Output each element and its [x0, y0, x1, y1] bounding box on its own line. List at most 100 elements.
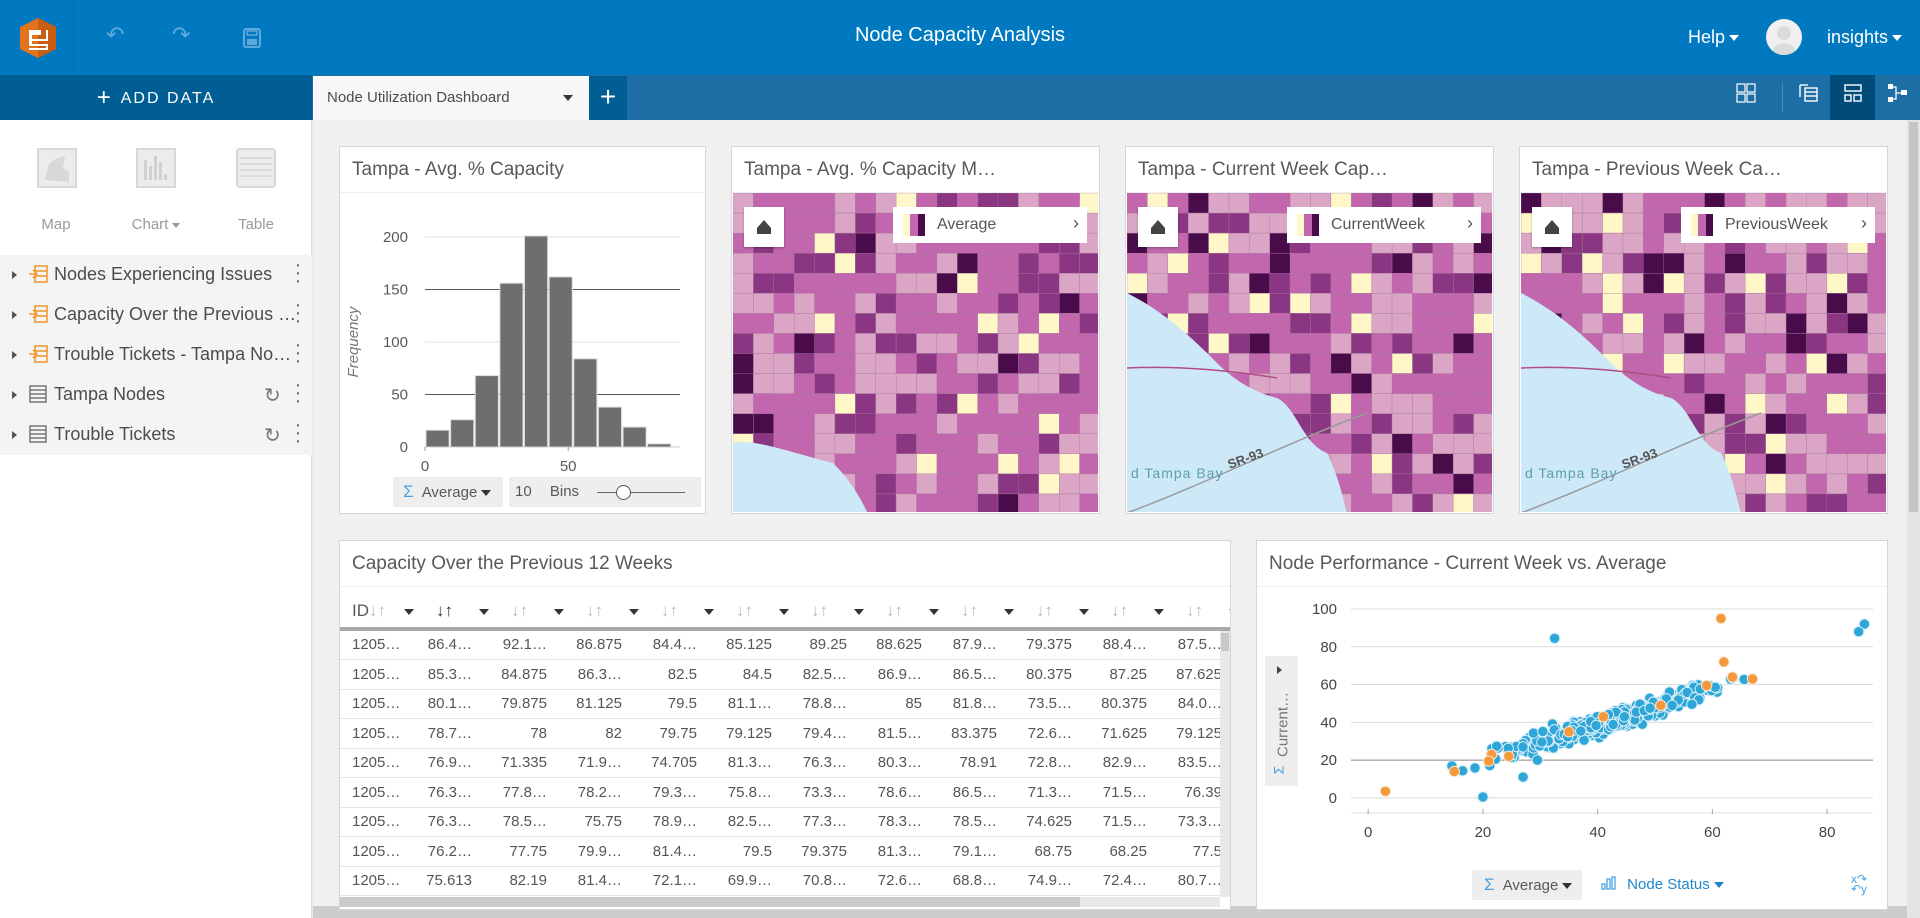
home-button[interactable]	[1532, 207, 1572, 247]
column-dropdown-icon[interactable]	[1229, 608, 1230, 615]
table-row[interactable]: 1205… 80.1… 79.875 81.125 79.5 81.1… 78.8… 85 81…	[340, 690, 1220, 719]
sort-icon[interactable]: ↓↑	[369, 601, 386, 620]
undo-icon[interactable]: ↶	[106, 22, 125, 47]
bins-slider-handle[interactable]	[616, 485, 632, 500]
column-dropdown-icon[interactable]	[1154, 608, 1164, 615]
more-options-icon[interactable]: · · ·	[294, 374, 302, 412]
dataset-item[interactable]: Capacity Over the Previous … · · ·	[0, 295, 312, 335]
sort-icon[interactable]: ↓↑	[886, 601, 903, 620]
scatter-card[interactable]: Node Performance - Current Week vs. Aver…	[1256, 540, 1888, 910]
column-header[interactable]: ↓↑	[475, 601, 528, 645]
histogram-card[interactable]: Tampa - Avg. % Capacity 0 50 100 150 200 0 50 F…	[339, 146, 706, 514]
table-card[interactable]: Capacity Over the Previous 12 Weeks ID↓↑…	[339, 540, 1231, 910]
refresh-icon[interactable]: ↻	[264, 425, 281, 447]
column-dropdown-icon[interactable]	[1079, 608, 1089, 615]
expand-icon[interactable]	[12, 311, 17, 319]
sort-icon[interactable]: ↓↑	[736, 601, 753, 620]
add-data-button[interactable]: + ADD DATA	[0, 75, 312, 120]
expand-icon[interactable]	[12, 271, 17, 279]
column-header[interactable]: ID↓↑	[352, 601, 386, 645]
more-options-icon[interactable]: · · ·	[294, 254, 302, 292]
column-dropdown-icon[interactable]	[854, 608, 864, 615]
table-widget-icon[interactable]	[236, 148, 276, 188]
column-dropdown-icon[interactable]	[479, 608, 489, 615]
page-layout-icon[interactable]	[1830, 75, 1875, 120]
map-card-current-week[interactable]: Tampa - Current Week Cap… d Tampa Bay SR…	[1125, 146, 1494, 514]
column-header[interactable]: ↓↑	[550, 601, 603, 645]
table-row[interactable]: 1205… 85.3… 84.875 86.3… 82.5 84.5 82.5… 86.9… 8…	[340, 661, 1220, 690]
legend-button[interactable]: PreviousWeek ›	[1681, 207, 1875, 243]
column-dropdown-icon[interactable]	[1004, 608, 1014, 615]
table-widget-label[interactable]: Table	[238, 216, 274, 233]
column-dropdown-icon[interactable]	[629, 608, 639, 615]
more-options-icon[interactable]: · · ·	[294, 414, 302, 452]
color-by-dropdown[interactable]: Node Status	[1601, 876, 1724, 893]
sort-icon[interactable]: ↓↑	[1186, 601, 1203, 620]
histogram-chart[interactable]: 0 50 100 150 200 0 50 Frequency	[340, 193, 705, 473]
column-dropdown-icon[interactable]	[779, 608, 789, 615]
refresh-icon[interactable]: ↻	[264, 385, 281, 407]
layout-icon[interactable]	[1785, 75, 1830, 120]
avatar[interactable]	[1766, 19, 1802, 55]
legend-button[interactable]: Average ›	[893, 207, 1087, 243]
column-header[interactable]: ↓↑	[1075, 601, 1128, 645]
user-menu[interactable]: insights	[1827, 27, 1903, 48]
sort-icon[interactable]: ↓↑	[586, 601, 603, 620]
sort-icon[interactable]: ↓↑	[1036, 601, 1053, 620]
statistic-dropdown[interactable]: Σ Average	[1472, 870, 1582, 900]
table-row[interactable]: 1205… 86.4… 92.1… 86.875 84.4… 85.125 89.25 88.…	[340, 631, 1220, 660]
sort-icon[interactable]: ↓↑	[961, 601, 978, 620]
home-button[interactable]	[1138, 207, 1178, 247]
column-header[interactable]: ↓↑	[850, 601, 903, 645]
bins-value[interactable]: 10	[515, 483, 532, 500]
tab-node-utilization-dashboard[interactable]: Node Utilization Dashboard	[313, 76, 589, 120]
table-horizontal-scrollbar-thumb[interactable]	[340, 897, 1080, 907]
column-dropdown-icon[interactable]	[554, 608, 564, 615]
dataset-item[interactable]: Tampa Nodes ↻ · · ·	[0, 375, 312, 415]
column-dropdown-icon[interactable]	[404, 608, 414, 615]
app-logo[interactable]	[18, 17, 58, 59]
y-axis-field-dropdown[interactable]: Current… Σ	[1265, 656, 1298, 786]
chevron-down-icon[interactable]	[563, 95, 573, 101]
card-filter-icon[interactable]	[1723, 75, 1768, 120]
dataset-item[interactable]: Trouble Tickets ↻ · · ·	[0, 415, 312, 455]
dataset-item[interactable]: Trouble Tickets - Tampa No… · · ·	[0, 335, 312, 375]
sort-icon[interactable]: ↓↑	[661, 601, 678, 620]
map-widget-label[interactable]: Map	[41, 216, 71, 233]
sort-icon[interactable]: ↓↑	[436, 601, 453, 620]
map-view[interactable]: d Tampa Bay SR-93	[1521, 193, 1886, 512]
more-options-icon[interactable]: · · ·	[294, 334, 302, 372]
map-card-previous-week[interactable]: Tampa - Previous Week Ca… d Tampa Bay SR…	[1519, 146, 1888, 514]
redo-icon[interactable]: ↷	[172, 22, 191, 47]
map-widget-icon[interactable]	[37, 148, 77, 188]
table-vertical-scrollbar[interactable]	[1220, 631, 1230, 897]
column-header[interactable]: ↓↑	[1150, 601, 1203, 645]
home-button[interactable]	[744, 207, 784, 247]
add-page-button[interactable]: +	[589, 76, 627, 120]
column-header[interactable]: ↓↑	[925, 601, 978, 645]
column-dropdown-icon[interactable]	[929, 608, 939, 615]
table-row[interactable]: 1205… 76.2… 77.75 79.9… 81.4… 79.5 79.375 81.3……	[340, 838, 1220, 867]
column-header[interactable]: ↓↑	[625, 601, 678, 645]
table-row[interactable]: 1205… 75.613 82.19 81.4… 72.1… 69.9… 70.8… 72.6…	[340, 867, 1220, 896]
table-vertical-scrollbar-thumb[interactable]	[1221, 633, 1229, 651]
bins-slider-track[interactable]	[597, 492, 685, 493]
help-menu[interactable]: Help	[1688, 27, 1740, 48]
expand-icon[interactable]	[12, 391, 17, 399]
statistic-dropdown[interactable]: Σ Average	[393, 477, 503, 507]
column-header[interactable]: ↓↑	[775, 601, 828, 645]
legend-button[interactable]: CurrentWeek ›	[1287, 207, 1481, 243]
save-icon[interactable]	[243, 28, 261, 48]
column-header[interactable]: ↓↑	[1000, 601, 1053, 645]
column-header[interactable]: ↓↑	[1225, 601, 1230, 645]
sort-icon[interactable]: ↓↑	[811, 601, 828, 620]
column-header[interactable]: ↓↑	[700, 601, 753, 645]
table-row[interactable]: 1205… 76.3… 77.8… 78.2… 79.3… 75.8… 73.3… 78.6……	[340, 779, 1220, 808]
map-card-average[interactable]: Tampa - Avg. % Capacity M… Average ›	[731, 146, 1100, 514]
table-row[interactable]: 1205… 78.7… 78 82 79.75 79.125 79.4… 81.5… 83.37…	[340, 720, 1220, 749]
sort-icon[interactable]: ↓↑	[1111, 601, 1128, 620]
more-options-icon[interactable]: · · ·	[294, 294, 302, 332]
analysis-view-icon[interactable]	[1875, 75, 1920, 120]
swap-axes-icon[interactable]: x↷ ↶y	[1851, 872, 1868, 896]
dataset-item[interactable]: Nodes Experiencing Issues · · ·	[0, 255, 312, 295]
